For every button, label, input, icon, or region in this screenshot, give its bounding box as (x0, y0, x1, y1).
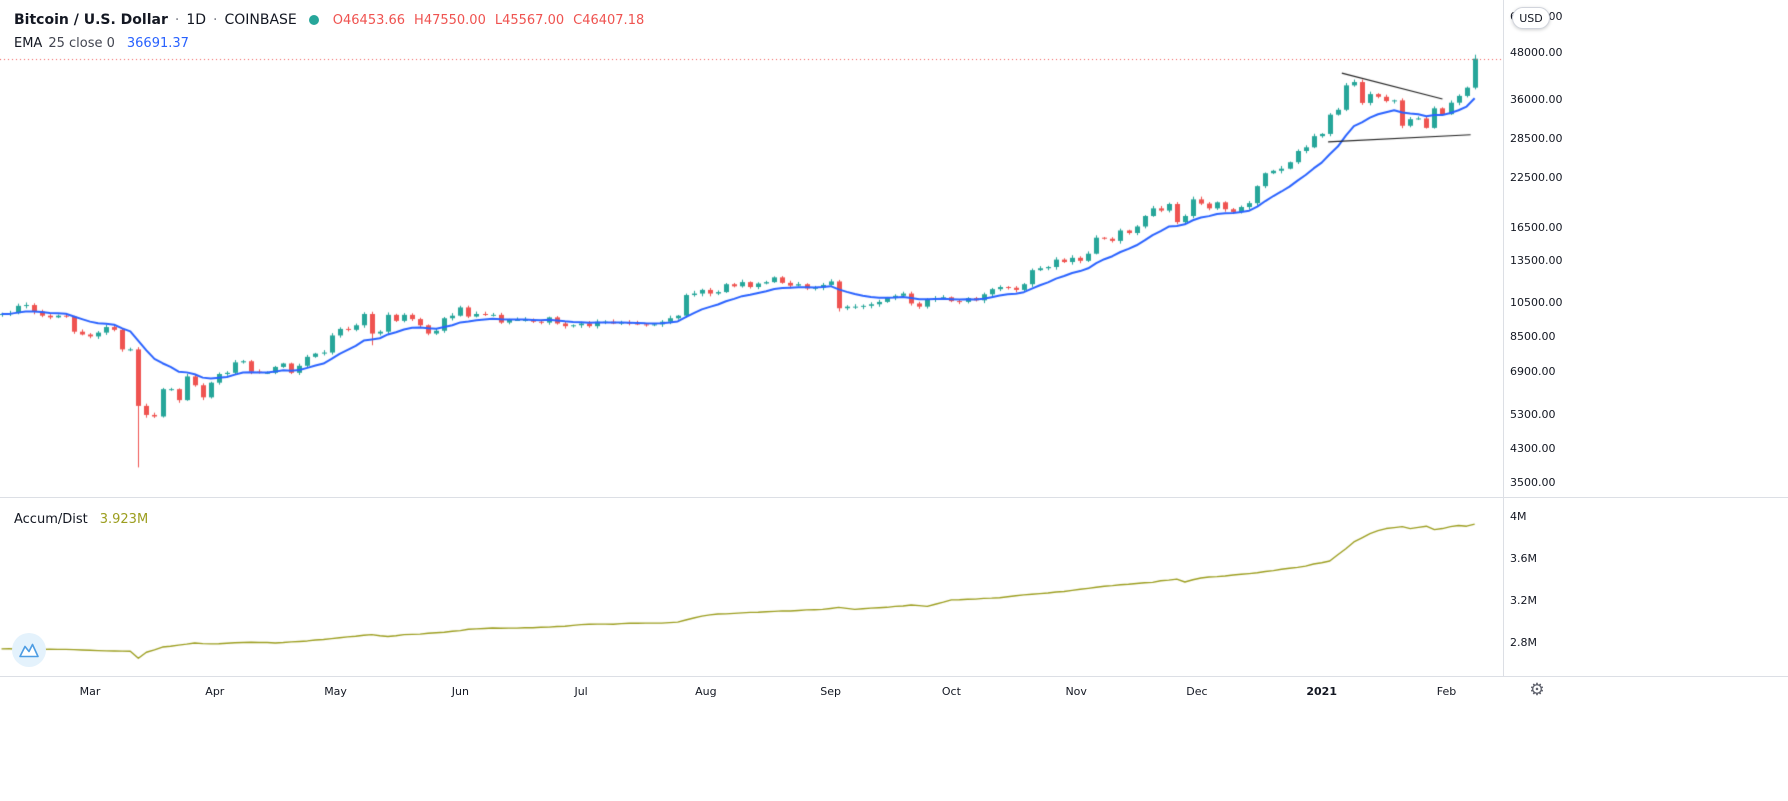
price-tick-label: 48000.00 (1510, 46, 1563, 60)
time-tick-label: Sep (820, 685, 842, 698)
ohlc-open-label: O (332, 12, 343, 28)
tradingview-logo-button[interactable] (12, 633, 46, 667)
mountain-logo-icon (19, 643, 39, 658)
ad-tick-label: 3.6M (1510, 551, 1537, 565)
time-tick-label: May (324, 685, 347, 698)
pane-separator[interactable] (0, 497, 1788, 498)
time-axis-border (0, 676, 1788, 677)
price-tick-label: 6900.00 (1510, 364, 1556, 378)
price-tick-label: 3500.00 (1510, 476, 1556, 490)
ohlc-close-label: C (573, 12, 583, 28)
time-tick-label: Aug (695, 685, 717, 698)
time-tick-label: Apr (205, 685, 225, 698)
time-tick-label: Oct (941, 685, 961, 698)
ohlc-high-label: H (414, 12, 424, 28)
ohlc-open: O 46453.66 (333, 13, 405, 28)
ema-params-label: 25 close 0 (48, 35, 115, 51)
settings-gear-button[interactable]: ⚙ (1526, 679, 1548, 701)
time-tick-label: Dec (1186, 685, 1208, 698)
time-tick-label: Mar (79, 685, 101, 698)
time-axis[interactable]: Mar Apr May Jun Jul Aug Sep Oct Nov Dec 2021 Feb (0, 676, 1788, 706)
ohlc-close-value: 46407.18 (582, 12, 645, 28)
symbol-title[interactable]: Bitcoin / U.S. Dollar (14, 12, 168, 28)
time-tick-label: 2021 (1306, 685, 1337, 698)
currency-unit-button[interactable]: USD (1512, 7, 1550, 29)
ohlc-low-label: L (494, 12, 503, 28)
price-tick-label: 16500.00 (1510, 221, 1563, 235)
ohlc-open-value: 46453.66 (343, 12, 406, 28)
price-tick-label: 8500.00 (1510, 330, 1556, 344)
price-tick-label: 5300.00 (1510, 407, 1556, 421)
ohlc-high-value: 47550.00 (423, 12, 486, 28)
gear-icon: ⚙ (1529, 680, 1545, 699)
price-tick-label: 4300.00 (1510, 442, 1556, 456)
price-tick-label: 10500.00 (1510, 295, 1563, 309)
ohlc-low-value: 45567.00 (502, 12, 565, 28)
time-tick-label: Feb (1436, 685, 1457, 698)
ohlc-high: H 47550.00 (414, 13, 486, 28)
ema-value: 36691.37 (126, 35, 189, 51)
market-status-icon[interactable] (308, 15, 319, 25)
indicator-title-accum-dist[interactable]: Accum/Dist (14, 512, 88, 527)
legend-separator: · (213, 12, 218, 28)
ad-tick-label: 4M (1510, 509, 1527, 523)
exchange-label[interactable]: COINBASE (224, 12, 297, 28)
price-tick-label: 22500.00 (1510, 170, 1563, 184)
ad-axis[interactable]: 4M 3.6M 3.2M 2.8M (1503, 497, 1788, 676)
ad-tick-label: 3.2M (1510, 593, 1537, 607)
legend-separator: · (174, 12, 180, 28)
ohlc-readout: O 46453.66 H 47550.00 L 45567.00 C 46407.18 (333, 13, 653, 28)
ad-legend-row: Accum/Dist 3.923M (14, 512, 148, 527)
ad-tick-label: 2.8M (1510, 636, 1537, 649)
price-axis[interactable]: 60000.0048000.0036000.0028500.0022500.00… (1503, 0, 1788, 497)
time-tick-label: Jun (451, 685, 469, 698)
interval-label[interactable]: 1D (186, 12, 206, 28)
ema-legend-row: EMA 25 close 0 36691.37 (14, 32, 653, 54)
price-axis-border (1503, 0, 1504, 676)
ad-value: 3.923M (99, 512, 149, 527)
ohlc-close: C 46407.18 (573, 13, 644, 28)
price-tick-label: 13500.00 (1510, 254, 1563, 268)
indicator-title-ema[interactable]: EMA (14, 35, 43, 51)
chart-canvas[interactable] (0, 0, 1788, 676)
time-tick-label: Nov (1065, 685, 1087, 698)
price-tick-label: 36000.00 (1510, 93, 1563, 107)
time-tick-label: Jul (574, 685, 588, 698)
price-tick-label: 28500.00 (1510, 131, 1563, 145)
ohlc-low: L 45567.00 (495, 13, 564, 28)
